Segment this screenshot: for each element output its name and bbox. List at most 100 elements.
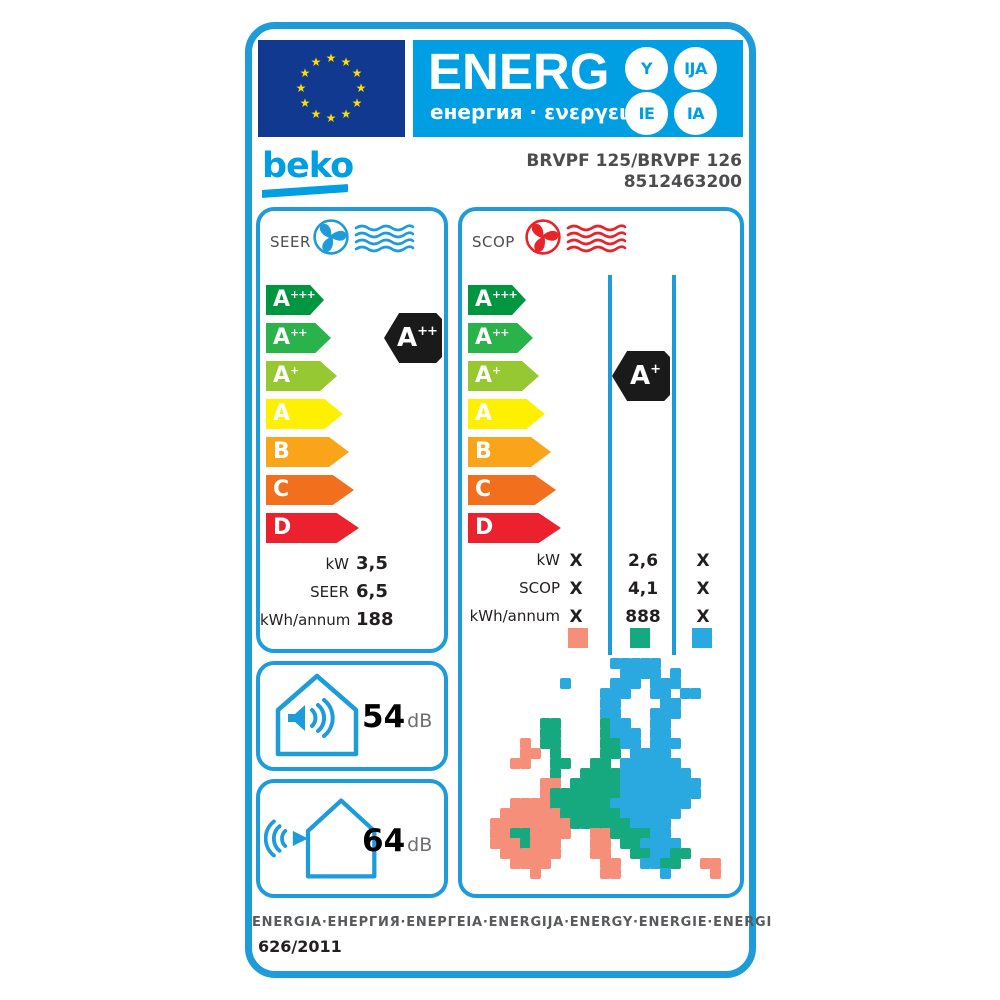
- column-divider-right: [672, 275, 676, 655]
- map-cell: [530, 808, 541, 819]
- map-cell: [610, 788, 621, 799]
- scop-value-label: SCOP: [519, 579, 560, 597]
- map-cell: [660, 718, 671, 729]
- model-line2: 8512463200: [623, 172, 742, 192]
- map-cell: [500, 808, 511, 819]
- map-cell: [670, 788, 681, 799]
- map-cell: [610, 698, 621, 709]
- seer-value-label: SEER: [310, 583, 349, 601]
- seer-panel: SEER A +++ A ++ A + A B C D A: [256, 207, 448, 653]
- map-cell: [610, 768, 621, 779]
- seer-rating-sup: ++: [417, 323, 438, 339]
- map-cell: [510, 848, 521, 859]
- map-cell: [530, 828, 541, 839]
- map-cell: [650, 668, 661, 679]
- map-cell: [670, 708, 681, 719]
- map-cell: [650, 818, 661, 829]
- map-cell: [590, 818, 601, 829]
- map-cell: [530, 818, 541, 829]
- map-cell: [640, 768, 651, 779]
- scop-value-row-kWh/annum: kWh/annum X 888 X: [462, 607, 740, 631]
- map-cell: [650, 718, 661, 729]
- scop-zone-value: 2,6: [627, 551, 659, 571]
- map-cell: [550, 748, 561, 759]
- map-cell: [590, 848, 601, 859]
- map-cell: [540, 718, 551, 729]
- seer-class-A: A: [266, 399, 343, 429]
- map-cell: [530, 838, 541, 849]
- map-cell: [670, 758, 681, 769]
- seer-class-A+: A +: [266, 361, 337, 391]
- map-cell: [550, 778, 561, 789]
- map-cell: [650, 688, 661, 699]
- map-cell: [610, 728, 621, 739]
- map-cell: [590, 798, 601, 809]
- map-cell: [630, 818, 641, 829]
- map-cell: [600, 828, 611, 839]
- map-cell: [670, 698, 681, 709]
- model-numbers: BRVPF 125/BRVPF 126 8512463200: [526, 151, 742, 193]
- map-cell: [550, 768, 561, 779]
- map-cell: [540, 808, 551, 819]
- map-cell: [600, 718, 611, 729]
- map-cell: [550, 758, 561, 769]
- map-cell: [530, 798, 541, 809]
- map-cell: [650, 858, 661, 869]
- map-cell: [650, 768, 661, 779]
- map-cell: [640, 758, 651, 769]
- scop-zone-value: 4,1: [627, 579, 659, 599]
- map-cell: [520, 748, 531, 759]
- scop-zone-value: X: [569, 579, 583, 599]
- map-cell: [550, 848, 561, 859]
- seer-class-C: C: [266, 475, 354, 505]
- scop-class-B: B: [468, 437, 551, 467]
- column-divider-left: [608, 275, 612, 655]
- map-cell: [670, 768, 681, 779]
- map-cell: [600, 808, 611, 819]
- map-cell: [610, 858, 621, 869]
- map-cell: [610, 658, 621, 669]
- map-cell: [620, 758, 631, 769]
- seer-rating-badge: A ++: [384, 313, 442, 363]
- map-cell: [580, 778, 591, 789]
- map-cell: [610, 748, 621, 759]
- seer-value-row-kW: kW 3,5: [260, 553, 440, 574]
- scop-class-letter: A: [475, 363, 493, 388]
- map-cell: [550, 798, 561, 809]
- cooling-fan-icon: [313, 219, 349, 255]
- map-cell: [600, 728, 611, 739]
- map-cell: [550, 838, 561, 849]
- map-cell: [580, 768, 591, 779]
- climate-zone-swatch: [630, 628, 650, 648]
- seer-class-letter: B: [273, 439, 290, 464]
- map-cell: [610, 708, 621, 719]
- scop-rating-sup: +: [650, 361, 661, 377]
- map-cell: [610, 798, 621, 809]
- map-cell: [620, 798, 631, 809]
- scop-class-letter: D: [475, 515, 494, 540]
- map-cell: [500, 828, 511, 839]
- map-cell: [620, 718, 631, 729]
- map-cell: [650, 728, 661, 739]
- map-cell: [550, 818, 561, 829]
- map-cell: [710, 868, 721, 879]
- map-cell: [620, 838, 631, 849]
- map-cell: [600, 758, 611, 769]
- map-cell: [640, 848, 651, 859]
- map-cell: [600, 748, 611, 759]
- map-cell: [530, 858, 541, 869]
- map-cell: [670, 668, 681, 679]
- eu-star: ★: [295, 81, 307, 95]
- map-cell: [550, 828, 561, 839]
- map-cell: [580, 798, 591, 809]
- map-cell: [640, 778, 651, 789]
- map-cell: [600, 848, 611, 859]
- map-cell: [590, 808, 601, 819]
- map-cell: [630, 828, 641, 839]
- indoor-noise-panel: 54 dB: [256, 661, 448, 771]
- map-cell: [580, 788, 591, 799]
- outdoor-noise-value: 64: [362, 823, 406, 859]
- map-cell: [540, 858, 551, 869]
- map-cell: [690, 688, 701, 699]
